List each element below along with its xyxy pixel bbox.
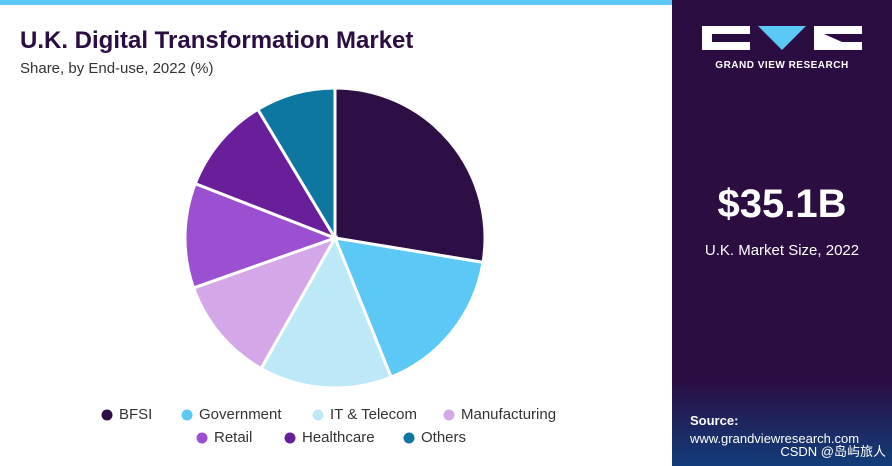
pie-slice xyxy=(183,181,340,290)
watermark: CSDN @岛屿旅人 xyxy=(780,444,886,459)
pie-slice xyxy=(333,86,487,265)
sidebar: GRAND VIEW RESEARCH $35.1B U.K. Market S… xyxy=(672,0,892,466)
market-label: U.K. Market Size, 2022 xyxy=(704,242,860,259)
chart-subtitle: Share, by End-use, 2022 (%) xyxy=(20,60,213,77)
pie-slice xyxy=(332,236,485,380)
legend-label: BFSI xyxy=(119,406,152,423)
legend-label: Retail xyxy=(214,429,252,446)
legend-label: IT & Telecom xyxy=(330,406,417,423)
legend-swatch xyxy=(101,409,113,421)
brand: GRAND VIEW RESEARCH xyxy=(715,60,849,71)
chart-title: U.K. Digital Transformation Market xyxy=(20,27,413,54)
legend-swatch xyxy=(443,409,455,421)
pie xyxy=(183,86,487,390)
source-box: Source: www.grandviewresearch.com xyxy=(672,380,892,466)
legend-label: Government xyxy=(199,406,282,423)
legend-label: Healthcare xyxy=(302,429,375,446)
top-bar xyxy=(0,0,672,5)
legend-label: Manufacturing xyxy=(461,406,556,423)
legend-swatch xyxy=(284,432,296,444)
legend: BFSI Government IT & Telecom Manufacturing R… xyxy=(101,406,556,446)
legend-label: Others xyxy=(421,429,466,446)
pie-slice xyxy=(259,234,394,390)
market-value: $35.1B xyxy=(717,182,847,226)
legend-swatch xyxy=(403,432,415,444)
legend-swatch xyxy=(196,432,208,444)
legend-swatch xyxy=(181,409,193,421)
source-url: www.grandviewresearch.com xyxy=(690,431,860,446)
logo xyxy=(702,26,862,50)
chart: U.K. Digital Transformation Market Share… xyxy=(0,0,672,446)
legend-swatch xyxy=(312,409,324,421)
pie-slice xyxy=(191,235,339,371)
source-label: Source: xyxy=(690,413,739,428)
pie-slice xyxy=(255,86,337,244)
pie-slice xyxy=(193,107,339,241)
